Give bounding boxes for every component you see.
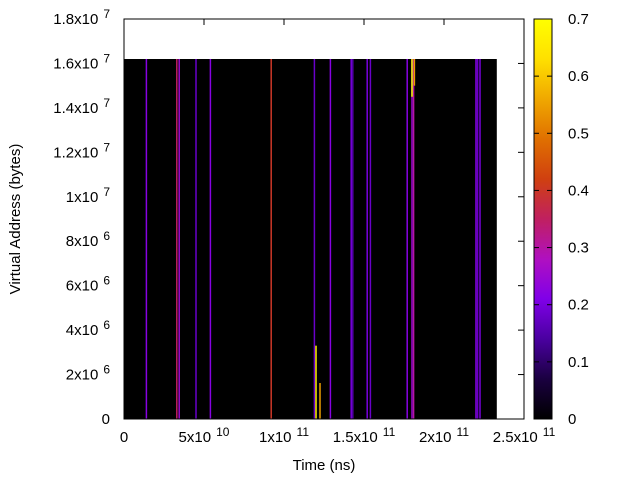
y-tick-label: 1.4x10 7 <box>53 96 110 117</box>
plot-frame <box>123 18 525 420</box>
heatmap-cell-9 <box>329 59 332 419</box>
colorbar: 0 0.1 0.2 0.3 0.4 0.5 0.6 0.7 <box>533 11 589 428</box>
heatmap-background-region <box>124 59 497 419</box>
y-axis-label: Virtual Address (bytes) <box>7 144 24 295</box>
heatmap-cell-7 <box>315 345 317 419</box>
heatmap-cell-3 <box>195 59 197 419</box>
x-tick-label: 1.5x10 11 <box>333 425 396 446</box>
heatmap-cell-0 <box>145 59 148 419</box>
heatmap-cell-8 <box>319 383 321 419</box>
heatmap-cell-5 <box>270 59 272 419</box>
colorbar-tick-label: 0.1 <box>568 354 589 371</box>
y-tick-label: 4x10 6 <box>66 318 111 339</box>
colorbar-tick-label: 0.2 <box>568 297 589 314</box>
y-tick-label: 1.2x10 7 <box>53 140 110 161</box>
x-tick-label: 0 <box>120 429 128 446</box>
y-tick-label: 1.6x10 7 <box>53 51 110 72</box>
heatmap-cell-2 <box>178 59 180 419</box>
x-tick-label: 5x10 10 <box>179 425 230 446</box>
colorbar-tick-label: 0.7 <box>568 11 589 28</box>
y-tick-label: 6x10 6 <box>66 274 111 295</box>
heatmap-cell-14 <box>406 59 408 419</box>
x-tick-label: 1x10 11 <box>259 425 309 446</box>
heatmap-cell-16 <box>412 59 415 419</box>
x-axis: 0 5x10 10 1x10 11 1.5x10 11 2x10 11 2.5x10 11 <box>120 19 556 446</box>
colorbar-gradient <box>533 18 553 420</box>
heatmap-cell-4 <box>209 59 212 419</box>
heatmap-cell-19 <box>475 59 477 419</box>
plot-area <box>123 18 525 420</box>
heatmap-cell-12 <box>366 59 368 419</box>
colorbar-tick-label: 0.3 <box>568 240 589 257</box>
colorbar-tick-label: 0 <box>568 411 576 428</box>
heatmap-cell-17 <box>411 59 413 97</box>
heatmap-cell-18 <box>413 59 416 86</box>
heatmap-cell-20 <box>476 59 479 419</box>
colorbar-ticks: 0 0.1 0.2 0.3 0.4 0.5 0.6 0.7 <box>534 11 589 428</box>
heatmap-cell-11 <box>352 59 354 419</box>
colorbar-tick-label: 0.6 <box>568 68 589 85</box>
x-axis-label: Time (ns) <box>293 457 356 474</box>
heatmap-cell-6 <box>313 59 316 419</box>
heatmap-cell-1 <box>176 59 178 419</box>
x-tick-label: 2.5x10 11 <box>493 425 556 446</box>
heatmap-cell-13 <box>369 59 372 419</box>
heatmap-cell-15 <box>411 59 413 419</box>
y-tick-label: 1.8x10 7 <box>53 7 110 28</box>
colorbar-tick-label: 0.5 <box>568 125 589 142</box>
heatmap-cell-10 <box>350 59 352 419</box>
heatmap-cell-21 <box>479 59 481 419</box>
y-axis: 0 2x10 6 4x10 6 6x10 6 8x10 6 1x10 7 1.2x10 7 1.4x10 7… <box>53 7 524 428</box>
y-tick-label: 8x10 6 <box>66 229 111 250</box>
colorbar-tick-label: 0.4 <box>568 182 589 199</box>
y-tick-label: 2x10 6 <box>66 363 111 384</box>
y-tick-label: 0 <box>102 411 110 428</box>
y-tick-label: 1x10 7 <box>66 185 111 206</box>
x-tick-label: 2x10 11 <box>419 425 469 446</box>
heatmap-cells <box>124 59 497 419</box>
